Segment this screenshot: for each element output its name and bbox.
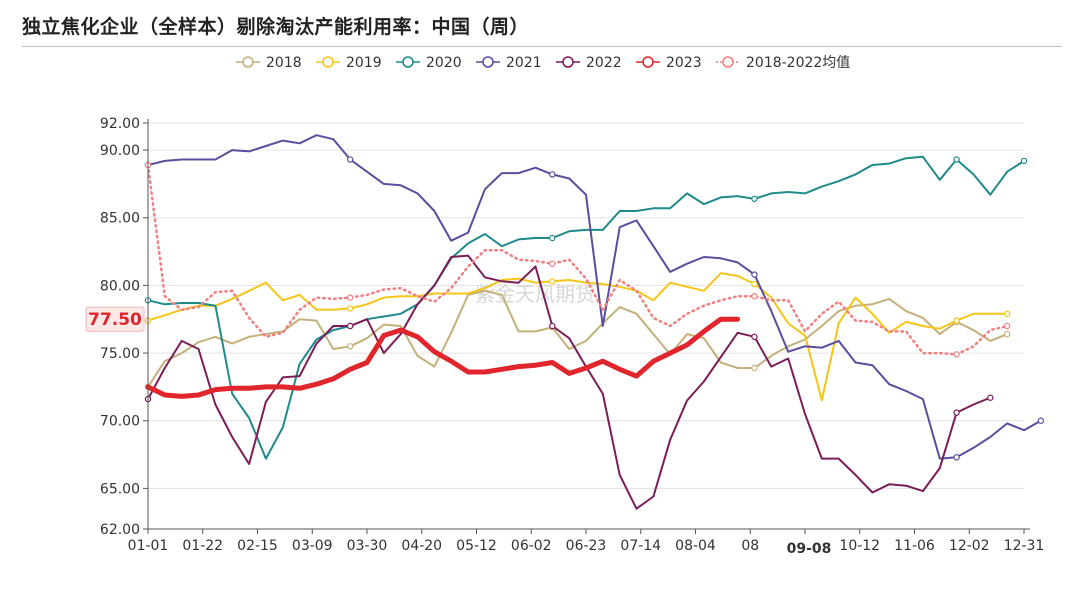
series-line	[147, 254, 992, 510]
series-point	[751, 195, 758, 202]
grid-lines	[148, 122, 1024, 530]
legend-item[interactable]: 2021	[476, 55, 542, 71]
x-tick-label: 06-02	[511, 538, 552, 554]
watermark: 紫金天风期货	[475, 282, 595, 306]
x-tick-label: 01-22	[182, 538, 223, 554]
legend-swatch-marker	[722, 56, 734, 68]
axes: 62.00 65.00 70.00 75.00 80.00 85.00 90.00 92.00…	[100, 116, 1044, 554]
series-point	[751, 271, 758, 278]
x-tick-label: 11-06	[894, 538, 935, 554]
legend-swatch-marker	[642, 56, 654, 68]
y-tick-label: 92.00	[100, 116, 140, 132]
legend-label: 2019	[346, 55, 382, 71]
highlight-labels: 09-08 77.50	[85, 306, 832, 557]
series-point	[346, 156, 354, 163]
series-line	[147, 134, 1042, 460]
y-tick-label: 80.00	[100, 278, 140, 294]
legend-item[interactable]: 2019	[316, 55, 382, 71]
series-point	[751, 280, 758, 288]
series-point	[953, 351, 960, 358]
chart-title: 独立焦化企业（全样本）剔除淘汰产能利用率：中国（周）	[22, 16, 530, 38]
series-point	[346, 305, 354, 312]
x-tick-label: 08	[741, 538, 759, 554]
series-point	[953, 409, 960, 416]
legend-swatch-marker	[242, 56, 254, 68]
highlight-value-label: 77.50	[88, 310, 142, 330]
x-tick-label: 01-01	[128, 538, 169, 554]
title-divider	[22, 46, 1062, 47]
series-point	[549, 322, 556, 330]
x-tick-label: 04-20	[401, 538, 442, 554]
y-tick-label: 65.00	[100, 481, 140, 497]
x-tick-label: 07-14	[620, 538, 661, 554]
legend-item[interactable]: 2020	[396, 55, 462, 71]
legend-swatch-marker	[402, 56, 414, 68]
legend-swatch-marker	[322, 56, 334, 68]
y-tick-label: 70.00	[100, 414, 140, 430]
x-tick-label: 02-15	[237, 538, 278, 554]
legend-label: 2022	[586, 55, 622, 71]
series-point	[953, 317, 960, 324]
x-tick-label: 05-12	[456, 538, 497, 554]
x-tick-label: 12-02	[949, 538, 990, 554]
y-tick-label: 90.00	[100, 143, 140, 159]
legend-item[interactable]: 2018	[236, 55, 302, 71]
series-point	[549, 171, 556, 178]
series-point	[953, 156, 960, 163]
series-line	[145, 316, 741, 399]
legend-label: 2021	[506, 55, 542, 71]
legend-label: 2018	[266, 55, 302, 71]
series-point	[751, 293, 758, 300]
series-point	[346, 294, 354, 301]
series-point	[953, 454, 960, 461]
series-point	[751, 333, 758, 341]
series-point	[549, 260, 556, 267]
series-point	[346, 322, 354, 330]
highlight-value-box	[85, 306, 145, 332]
x-tick-label: 03-09	[292, 538, 333, 554]
x-tick-label: 03-30	[347, 538, 388, 554]
series-point	[987, 394, 994, 401]
series-line	[147, 272, 1009, 402]
legend-item[interactable]: 2023	[636, 55, 702, 71]
legend-label: 2018-2022均值	[746, 55, 850, 71]
series-point	[549, 234, 556, 242]
series-point	[1020, 157, 1028, 165]
legend-label: 2020	[426, 55, 462, 71]
x-tick-label: 12-31	[1004, 538, 1045, 554]
legend-item[interactable]: 2022	[556, 55, 622, 71]
x-tick-label: 06-23	[566, 538, 607, 554]
series-line	[146, 163, 1009, 356]
series-point	[1003, 330, 1011, 338]
series-point	[1037, 417, 1045, 424]
legend-item[interactable]: 2018-2022均值	[716, 55, 850, 71]
y-tick-label: 75.00	[100, 346, 140, 362]
series-line	[147, 155, 1025, 460]
y-tick-label: 62.00	[100, 522, 140, 538]
series-point	[1003, 322, 1011, 330]
x-tick-label: 08-04	[675, 538, 716, 554]
legend-label: 2023	[666, 55, 702, 71]
series-point	[1003, 310, 1011, 318]
highlight-x-label: 09-08	[787, 541, 832, 557]
legend-swatch-marker	[562, 56, 574, 68]
series-group	[144, 134, 1045, 510]
x-tick-label: 10-12	[839, 538, 880, 554]
series-point	[346, 343, 354, 350]
series-point	[751, 364, 758, 372]
series-point	[549, 278, 556, 285]
legend-swatch-marker	[482, 56, 494, 68]
legend: 2018 2019 2020 2021 2022 2023 2018-2022均值	[236, 55, 850, 71]
y-tick-label: 85.00	[100, 211, 140, 227]
